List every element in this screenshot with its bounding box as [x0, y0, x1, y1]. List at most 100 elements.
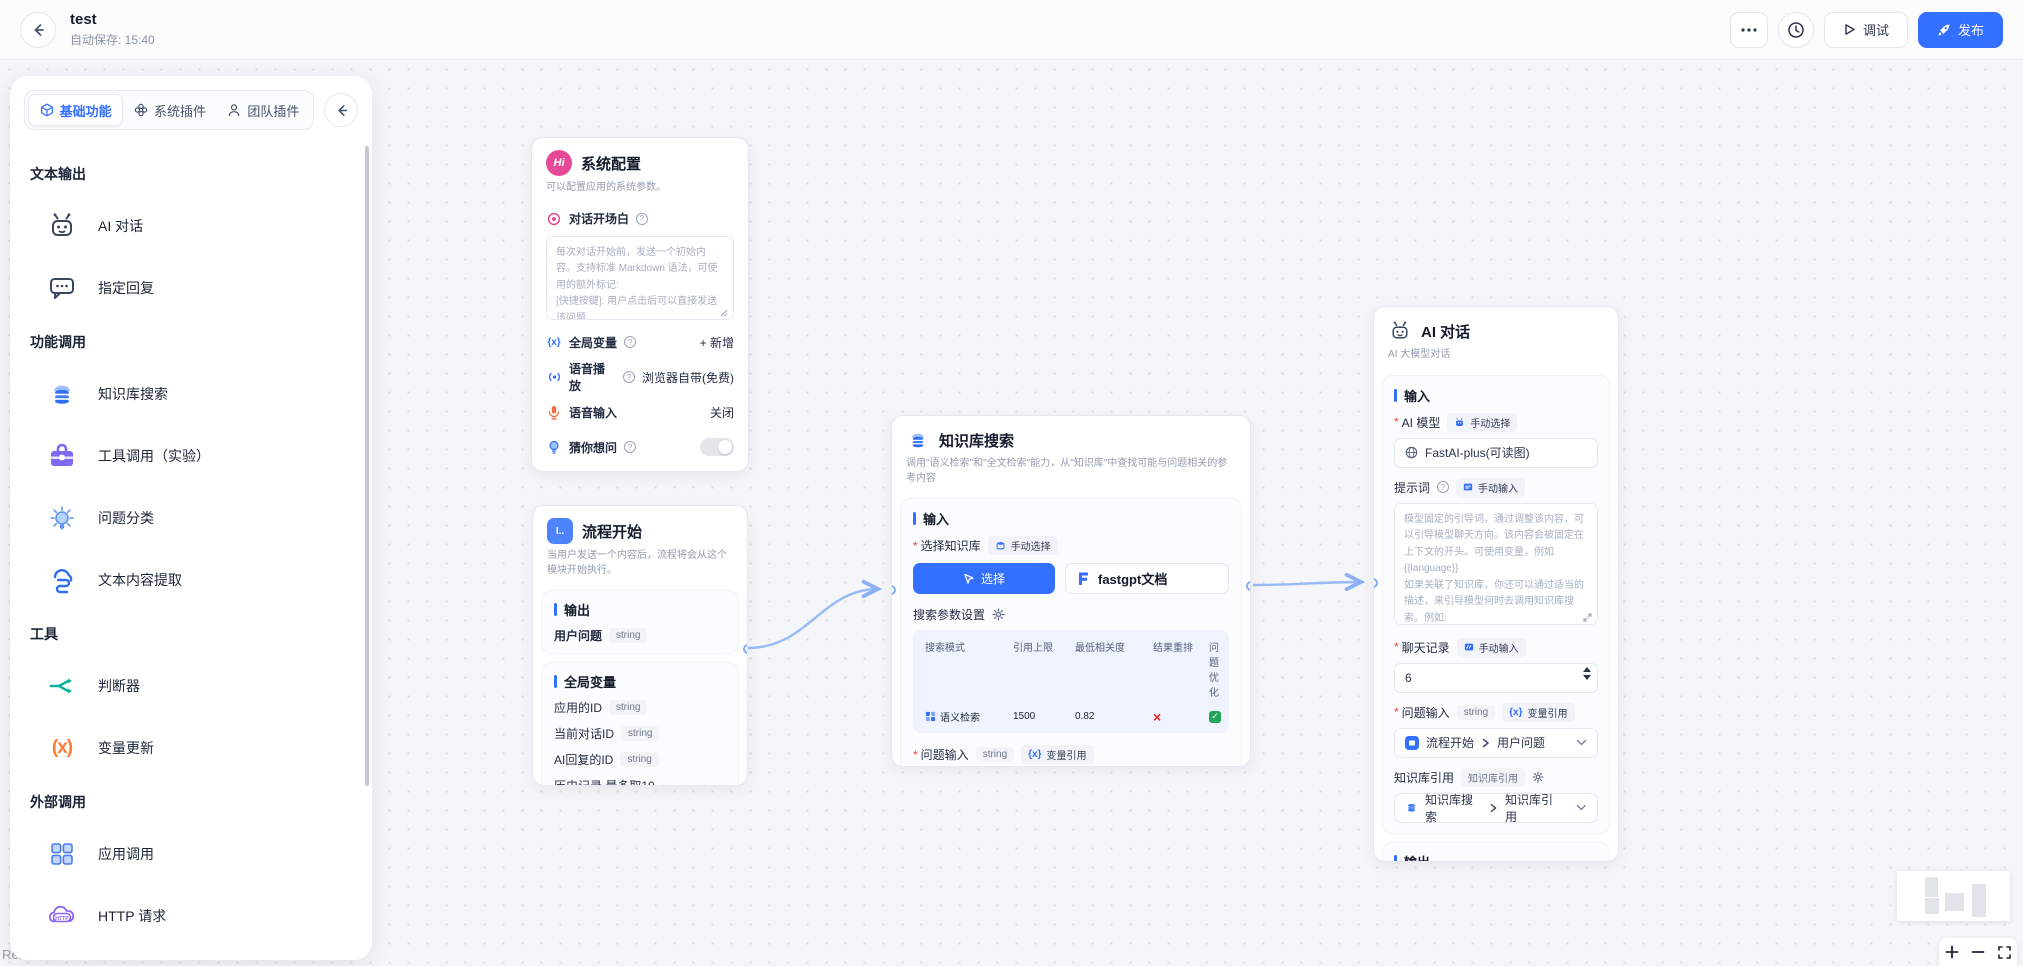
tab-system-plugins[interactable]: 系统插件: [123, 94, 216, 126]
page-title: test: [70, 11, 97, 28]
node-desc: 当用户发送一个内容后，流程将会从这个模块开始执行。: [547, 550, 727, 576]
target-handle[interactable]: [1374, 578, 1378, 588]
node-ai-chat[interactable]: AI 对话 AI 大模型对话 输入 * AI 模型 手动选择: [1373, 306, 1619, 862]
node-header: Hi 系统配置 可以配置应用的系统参数。: [532, 138, 748, 200]
question-guide-toggle[interactable]: [700, 438, 734, 456]
config-row-question-guide[interactable]: 猜你想问: [546, 430, 734, 465]
sidebar-item-laf-function[interactable]: Laf 函数调用（测试）: [44, 958, 352, 960]
config-row-tts[interactable]: 语音播放 浏览器自带(免费): [546, 360, 734, 395]
arrow-left-icon: [34, 23, 44, 36]
prompt-label: 提示词: [1394, 480, 1431, 495]
select-dataset-label: 选择知识库: [920, 539, 981, 553]
sidebar-item-variable-update[interactable]: (x) 变量更新: [44, 728, 352, 768]
minimap-node: [1972, 884, 1986, 917]
minus-icon: [1971, 951, 1985, 953]
history-count-field: [1394, 662, 1598, 693]
question-source-select[interactable]: 流程开始 用户问题: [1394, 727, 1598, 758]
zoom-in-button[interactable]: [1941, 941, 1963, 963]
tab-label: 基础功能: [59, 103, 112, 119]
clock-icon: [1788, 21, 1804, 38]
sidebar-tabs: 基础功能 系统插件 团队插件: [10, 76, 372, 138]
group-title-text-output: 文本输出: [30, 166, 86, 182]
resize-handle-icon[interactable]: [720, 309, 728, 317]
var-ref-badge[interactable]: {x} 变量引用: [1502, 702, 1575, 722]
tab-label: 团队插件: [247, 103, 300, 119]
target-handle[interactable]: [892, 585, 896, 595]
help-icon: [624, 336, 637, 348]
model-select[interactable]: FastAI-plus(可读图): [1394, 437, 1598, 468]
manual-select-badge[interactable]: 手动选择: [1447, 412, 1518, 432]
quote-label: 知识库引用: [1394, 770, 1455, 785]
node-header: AI 对话 AI 大模型对话: [1374, 307, 1618, 367]
config-row-schedule[interactable]: 定时执行 未开启: [546, 465, 734, 472]
back-button[interactable]: [20, 11, 56, 48]
chevron-down-icon: [1577, 804, 1587, 811]
group-title-tools: 工具: [30, 626, 58, 642]
minimap[interactable]: [1897, 871, 2010, 921]
gear-icon[interactable]: [992, 608, 1005, 621]
gear-icon[interactable]: [1532, 771, 1544, 783]
zoom-out-button[interactable]: [1967, 941, 1989, 963]
param-similarity: 0.82: [1075, 711, 1095, 722]
http-cloud-icon: HTTP: [44, 898, 80, 934]
fit-view-button[interactable]: [1993, 941, 2015, 963]
sidebar-item-label: 变量更新: [98, 740, 154, 756]
sidebar-item-app-call[interactable]: 应用调用: [44, 834, 352, 874]
sidebar-item-tool-call[interactable]: 工具调用（实验）: [44, 436, 352, 476]
debug-button[interactable]: 调试: [1823, 11, 1908, 48]
collapse-panel-button[interactable]: [324, 93, 358, 127]
node-desc: AI 大模型对话: [1388, 349, 1451, 360]
param-rerank: [1153, 709, 1209, 724]
manual-input-badge[interactable]: 手动输入: [1456, 477, 1526, 497]
section-title: 输入: [923, 512, 950, 527]
publish-button[interactable]: 发布: [1917, 11, 2003, 48]
sidebar-scrollbar[interactable]: [365, 146, 369, 786]
branch-icon: [44, 668, 80, 704]
var-ref-badge[interactable]: {x} 变量引用: [1021, 745, 1094, 764]
expand-icon[interactable]: [1583, 612, 1592, 622]
more-horizontal-icon: [1741, 27, 1757, 32]
manual-select-badge[interactable]: 手动选择: [987, 536, 1058, 555]
sidebar-item-content-extract[interactable]: 文本内容提取: [44, 560, 352, 600]
module-sidebar: 基础功能 系统插件 团队插件 文本输出: [10, 76, 372, 960]
history-count-input[interactable]: [1394, 662, 1598, 693]
var-ref-icon: {x}: [1509, 706, 1523, 718]
sidebar-item-http-request[interactable]: HTTP HTTP 请求: [44, 896, 352, 936]
help-icon: [636, 212, 649, 225]
sidebar-item-ai-chat[interactable]: AI 对话: [44, 206, 352, 246]
tab-basic-modules[interactable]: 基础功能: [28, 94, 124, 126]
node-header: 知识库搜索 调用"语义检索"和"全文检索"能力，从"知识库"中查找可能与问题相关…: [892, 416, 1250, 490]
history-button[interactable]: [1777, 11, 1814, 48]
config-row-global-var[interactable]: {x} 全局变量 + 新增: [546, 325, 734, 360]
type-badge: string: [621, 726, 660, 741]
dataset-chip[interactable]: fastgpt文档: [1065, 563, 1229, 594]
tab-team-plugins[interactable]: 团队插件: [217, 94, 310, 126]
prompt-textarea[interactable]: [1394, 502, 1598, 625]
manual-input-badge[interactable]: 手动输入: [1456, 637, 1526, 657]
ref-field: 知识库引用: [1505, 792, 1554, 824]
question-input-label: 问题输入: [1401, 705, 1450, 720]
stepper-up[interactable]: [1583, 666, 1591, 672]
debug-label: 调试: [1862, 23, 1889, 38]
sidebar-item-assigned-reply[interactable]: 指定回复: [44, 268, 352, 308]
node-system-config[interactable]: Hi 系统配置 可以配置应用的系统参数。 对话开场白: [531, 137, 749, 472]
sidebar-item-classifier[interactable]: 判断器: [44, 666, 352, 706]
source-handle[interactable]: [1246, 581, 1250, 591]
sidebar-item-question-classify[interactable]: 问题分类: [44, 498, 352, 538]
config-row-value[interactable]: + 新增: [699, 335, 734, 350]
welcome-textarea[interactable]: [546, 235, 734, 320]
source-handle[interactable]: [743, 644, 747, 654]
check-icon: [1209, 710, 1221, 723]
more-button[interactable]: [1729, 11, 1768, 48]
stepper-down[interactable]: [1583, 674, 1591, 680]
choose-dataset-button[interactable]: 选择: [913, 563, 1055, 594]
quote-source-select[interactable]: 知识库搜索 知识库引用: [1394, 792, 1598, 824]
lightbulb-icon: [44, 500, 80, 536]
node-flow-start[interactable]: I.. 流程开始 当用户发送一个内容后，流程将会从这个模块开始执行。 输出 用户…: [532, 505, 748, 786]
config-row-stt[interactable]: 语音输入 关闭: [546, 395, 734, 430]
sidebar-item-dataset-search[interactable]: 知识库搜索: [44, 374, 352, 414]
param-header: 最低相关度: [1075, 643, 1125, 654]
model-label: AI 模型: [1401, 415, 1441, 430]
node-dataset-search[interactable]: 知识库搜索 调用"语义检索"和"全文检索"能力，从"知识库"中查找可能与问题相关…: [891, 415, 1251, 767]
flow-canvas[interactable]: 基础功能 系统插件 团队插件 文本输出: [0, 60, 2023, 966]
